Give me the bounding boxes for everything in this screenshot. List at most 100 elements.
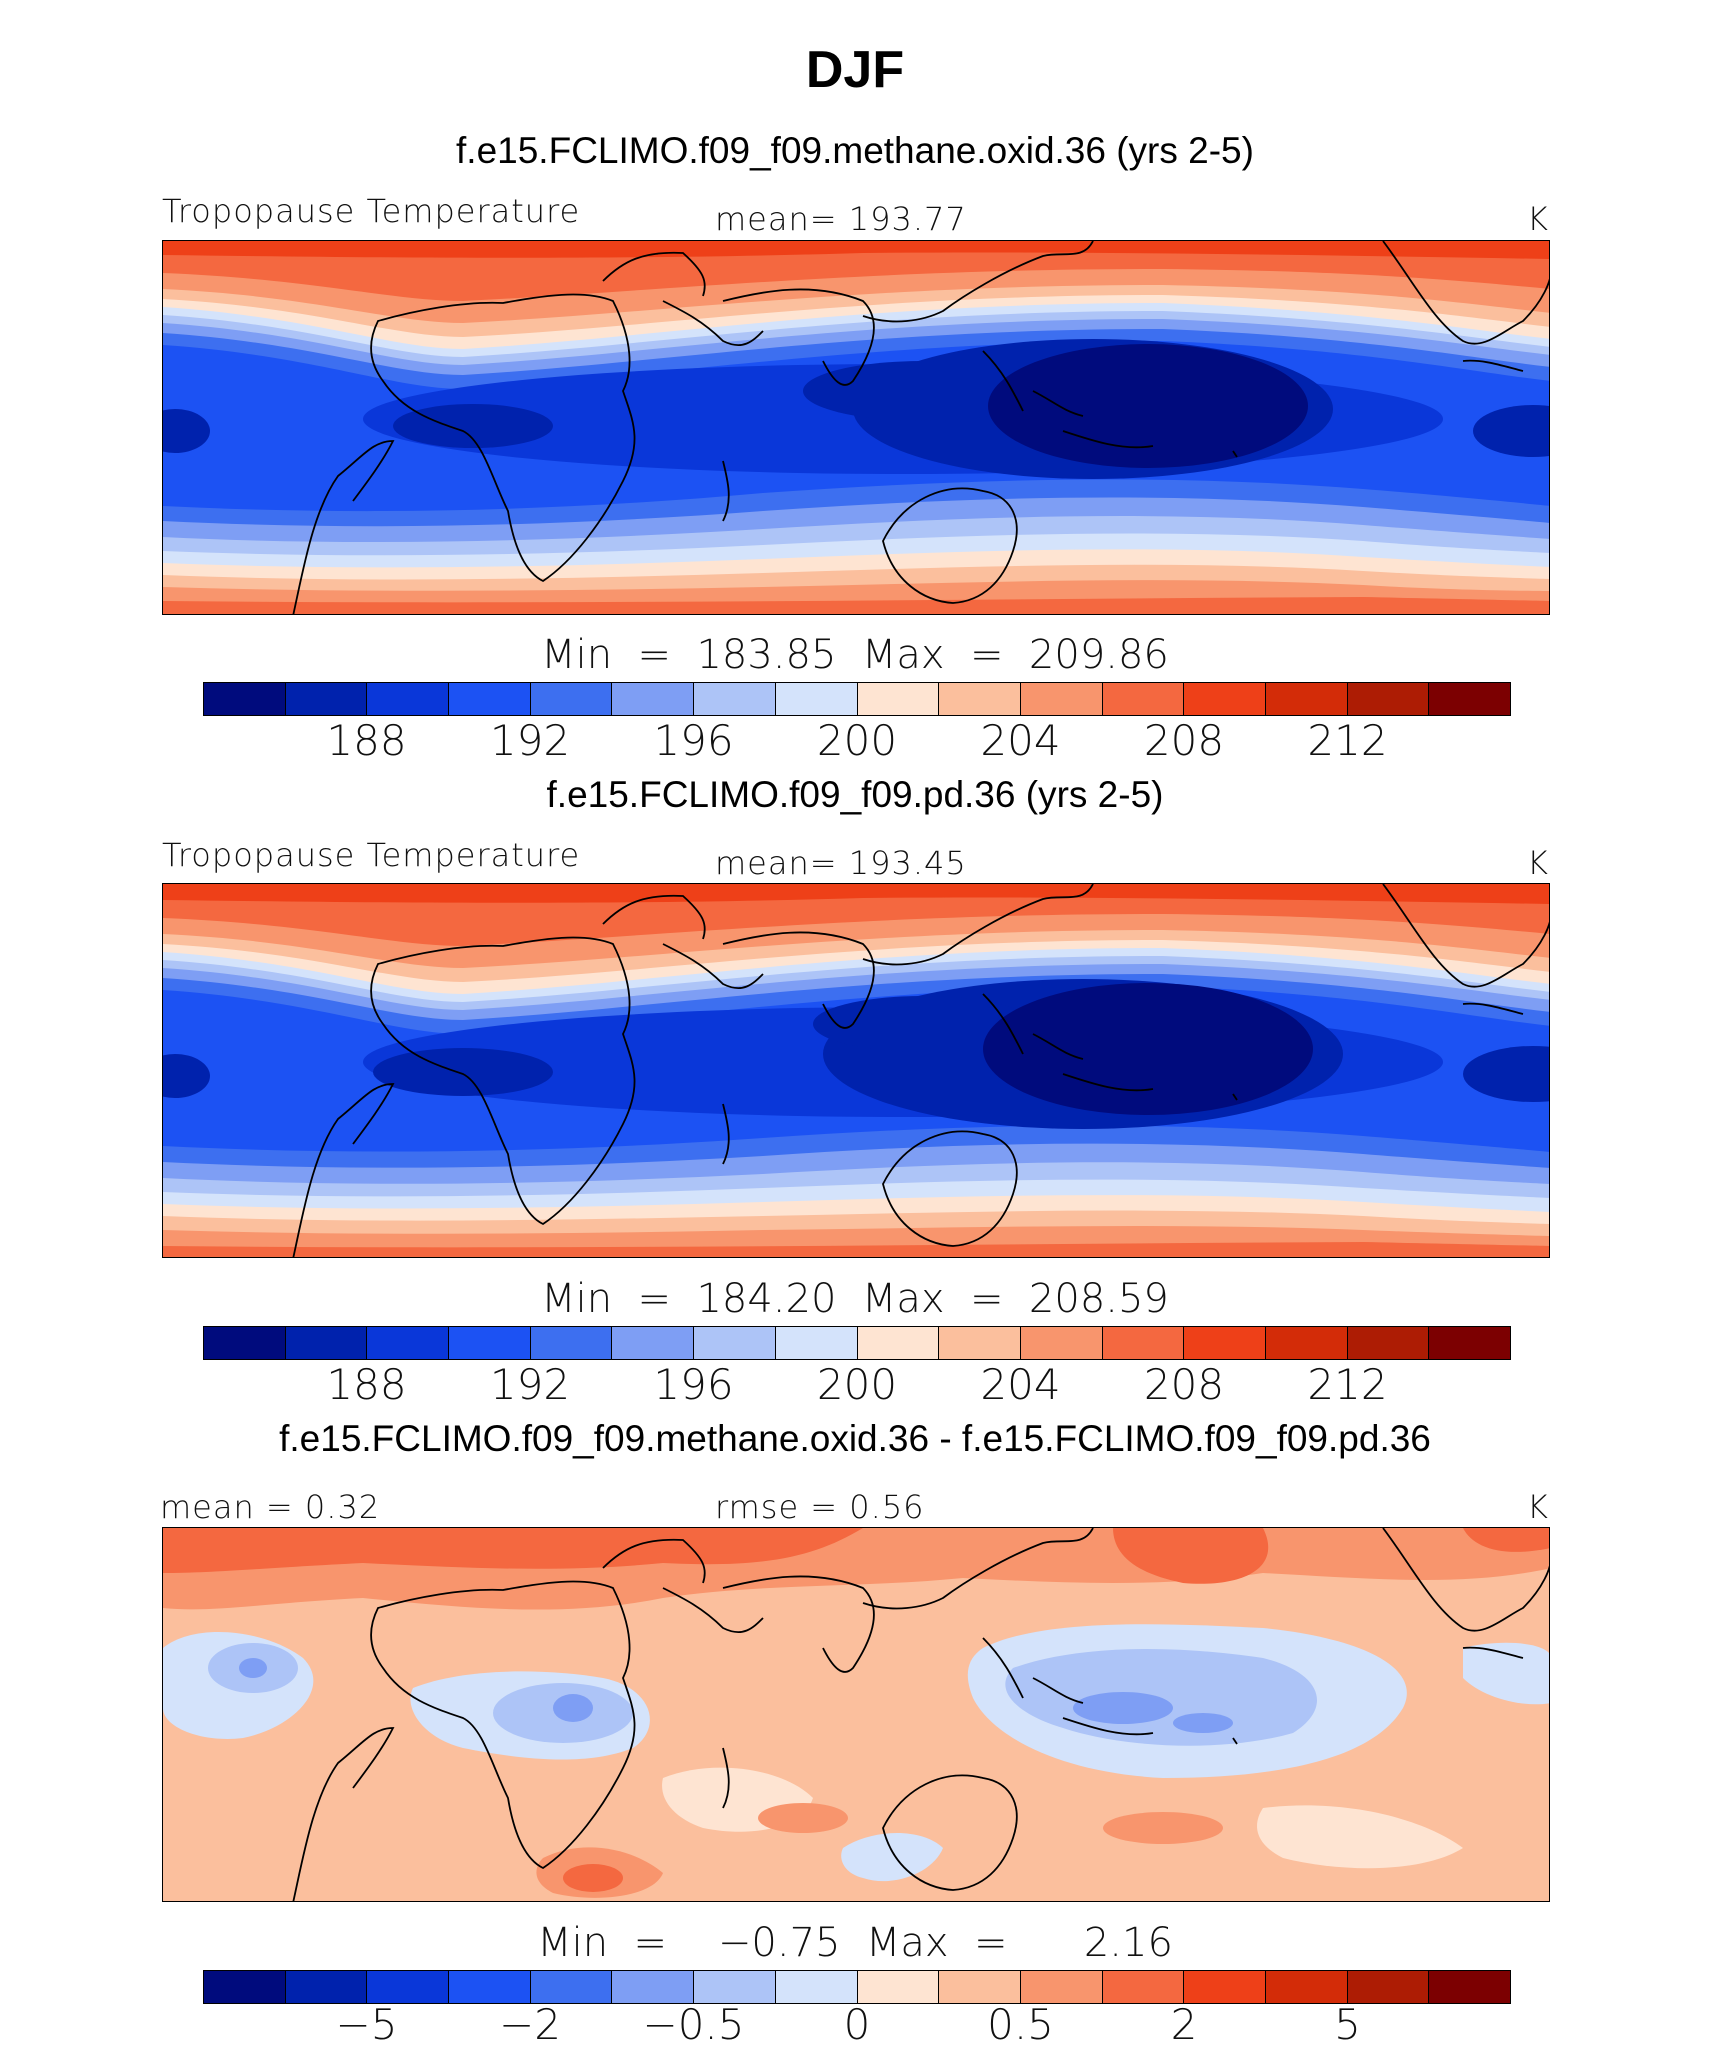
colorbar-box <box>694 1971 776 2003</box>
contour-band <box>163 1528 863 1573</box>
colorbar-box <box>367 1971 450 2003</box>
colorbar-box <box>857 683 940 715</box>
panel-1-units-label: K <box>1527 200 1549 238</box>
colorbar-box <box>939 683 1021 715</box>
colorbar-box <box>694 1327 776 1359</box>
cold-region <box>988 344 1308 468</box>
colorbar-box <box>530 683 613 715</box>
colorbar-box <box>1347 683 1430 715</box>
panel-2-units-label: K <box>1527 844 1549 882</box>
cold-region <box>1473 405 1549 457</box>
contour-band <box>1463 1528 1549 1552</box>
colorbar-box <box>285 1327 368 1359</box>
panel-3-contour-field <box>163 1528 1549 1901</box>
coastlines <box>292 884 1549 1257</box>
colorbar-tick-label: 188 <box>326 1360 407 1409</box>
colorbar-tick-label: −0.5 <box>642 2000 745 2049</box>
colorbar-tick-label: 212 <box>1307 1360 1388 1409</box>
contour-band <box>841 1833 943 1882</box>
panel-2-contour-field <box>163 884 1549 1257</box>
colorbar-box <box>1265 683 1348 715</box>
cold-region <box>393 404 553 448</box>
colorbar-box <box>204 1971 286 2003</box>
colorbar-tick-label: 188 <box>326 716 407 765</box>
contour-band <box>163 1242 1549 1257</box>
colorbar-box <box>1429 683 1510 715</box>
cold-region <box>813 996 1033 1052</box>
figure-title: DJF <box>805 41 905 99</box>
colorbar-tick-label: 200 <box>816 716 898 765</box>
coastlines <box>292 1528 1549 1901</box>
contour-band <box>1463 1642 1549 1705</box>
panel-1-contour-field <box>163 241 1549 614</box>
colorbar-tick-label: 212 <box>1307 716 1388 765</box>
colorbar-box <box>1184 1327 1266 1359</box>
panel-2-mean-label: mean= 193.45 <box>715 844 967 882</box>
colorbar-box <box>1102 683 1185 715</box>
colorbar-tick-label: 2 <box>1170 2000 1198 2049</box>
colorbar-box <box>204 1327 286 1359</box>
colorbar-box <box>694 683 776 715</box>
contour-band <box>1173 1713 1233 1733</box>
panel-3-rmse-label: rmse = 0.56 <box>715 1488 925 1526</box>
colorbar-box <box>857 1971 940 2003</box>
contour-band <box>563 1864 623 1892</box>
colorbar-box <box>367 683 450 715</box>
colorbar-box <box>612 1971 695 2003</box>
coastlines <box>292 241 1549 614</box>
panel-1-colorbar-labels: 188 192 196 200 204 208 212 <box>203 716 1511 765</box>
colorbar-box <box>775 1971 858 2003</box>
colorbar-tick-label: 192 <box>489 1360 571 1409</box>
colorbar-tick-label: −2 <box>499 2000 561 2049</box>
colorbar-tick-label: 192 <box>489 716 571 765</box>
panel-3-case-title: f.e15.FCLIMO.f09_f09.methane.oxid.36 - f… <box>279 1418 1431 1459</box>
colorbar-box <box>612 683 695 715</box>
colorbar-tick-label: 204 <box>980 716 1061 765</box>
colorbar-box <box>857 1327 940 1359</box>
colorbar-box <box>939 1971 1021 2003</box>
colorbar-box <box>775 683 858 715</box>
panel-3-units-label: K <box>1527 1488 1549 1526</box>
panel-1-colorbar <box>203 682 1511 716</box>
panel-3-mean-label: mean = 0.32 <box>160 1488 381 1526</box>
colorbar-box <box>612 1327 695 1359</box>
cold-region <box>1463 1046 1549 1102</box>
panel-3-map <box>162 1527 1550 1902</box>
panel-2-minmax: Min = 184.20 Max = 208.59 <box>541 1276 1169 1322</box>
colorbar-box <box>449 1327 531 1359</box>
colorbar-box <box>1265 1327 1348 1359</box>
colorbar-box <box>939 1327 1021 1359</box>
colorbar-box <box>1347 1327 1430 1359</box>
colorbar-tick-label: 0 <box>843 2000 871 2049</box>
panel-2-map <box>162 883 1550 1258</box>
colorbar-tick-label: 200 <box>816 1360 898 1409</box>
panel-2-case-title: f.e15.FCLIMO.f09_f09.pd.36 (yrs 2-5) <box>546 774 1164 815</box>
colorbar-box <box>1102 1327 1185 1359</box>
panel-1-mean-label: mean= 193.77 <box>715 200 967 238</box>
colorbar-tick-label: 196 <box>653 716 734 765</box>
colorbar-box <box>449 1971 531 2003</box>
colorbar-tick-label: 208 <box>1143 1360 1225 1409</box>
colorbar-box <box>449 683 531 715</box>
colorbar-box <box>367 1327 450 1359</box>
cold-region <box>373 1048 553 1096</box>
colorbar-tick-label: −5 <box>335 2000 398 2049</box>
colorbar-box <box>1429 1327 1510 1359</box>
contour-band <box>1113 1528 1269 1584</box>
colorbar-tick-label: 5 <box>1334 2000 1361 2049</box>
colorbar-box <box>1347 1971 1430 2003</box>
cold-region <box>163 409 210 453</box>
colorbar-box <box>1102 1971 1185 2003</box>
panel-3-minmax: Min = −0.75 Max = 2.16 <box>537 1920 1173 1966</box>
cold-region <box>163 1054 210 1098</box>
colorbar-box <box>285 1971 368 2003</box>
contour-band <box>1103 1812 1223 1844</box>
colorbar-box <box>285 683 368 715</box>
colorbar-box <box>775 1327 858 1359</box>
panel-2-variable-label: Tropopause Temperature <box>162 836 581 874</box>
contour-band <box>163 597 1549 614</box>
colorbar-box <box>530 1971 613 2003</box>
colorbar-box <box>1020 1971 1103 2003</box>
panel-3-colorbar-labels: −5 −2 −0.5 0 0.5 2 5 <box>203 2000 1511 2049</box>
colorbar-tick-label: 0.5 <box>987 2000 1054 2049</box>
